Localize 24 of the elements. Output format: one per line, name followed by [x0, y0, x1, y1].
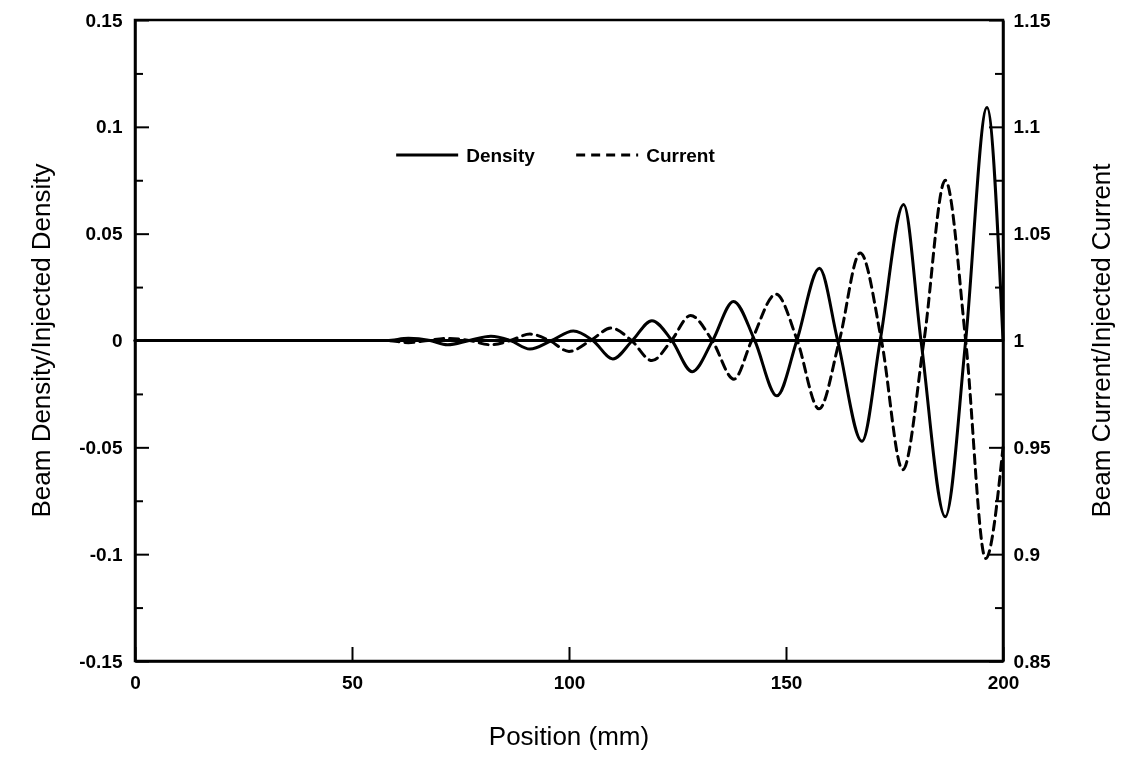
y2-tick-label: 0.9: [1013, 543, 1041, 565]
y2-tick-label: 1.1: [1013, 116, 1041, 138]
y2-axis-title: Beam Current/Injected Current: [1086, 162, 1116, 518]
x-tick-label: 200: [987, 671, 1020, 693]
y-tick-label: -0.15: [79, 650, 123, 672]
x-tick-label: 0: [130, 671, 141, 693]
legend-label: Current: [646, 145, 716, 166]
x-tick-label: 100: [553, 671, 586, 693]
x-axis-title: Position (mm): [488, 721, 650, 751]
y-tick-label: -0.1: [89, 543, 123, 565]
legend-label: Density: [466, 145, 536, 166]
x-tick-label: 150: [770, 671, 803, 693]
y-tick-label: 0.05: [85, 223, 123, 245]
y2-tick-label: 1.05: [1013, 223, 1052, 245]
y2-tick-label: 1.15: [1013, 9, 1052, 31]
y2-tick-label: 0.85: [1013, 650, 1052, 672]
x-tick-label: 50: [341, 671, 364, 693]
y2-tick-label: 0.95: [1013, 436, 1052, 458]
y-tick-label: 0: [111, 330, 123, 352]
y-tick-label: -0.05: [79, 436, 123, 458]
y-tick-label: 0.1: [96, 116, 123, 138]
y-tick-label: 0.15: [85, 9, 123, 31]
y-axis-title: Beam Density/Injected Density: [26, 163, 56, 518]
y2-tick-label: 1: [1013, 330, 1025, 352]
